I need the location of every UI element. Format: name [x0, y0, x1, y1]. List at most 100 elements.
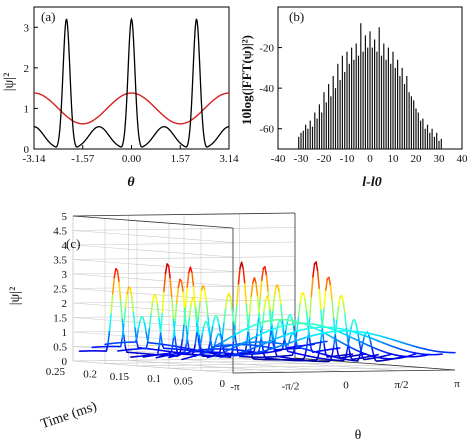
- panel-b-bars: [298, 23, 442, 149]
- panel-b-y-ticks: -20 -40 -60: [259, 43, 282, 136]
- panel-c-profile-segment: [164, 263, 168, 275]
- panel-c-profile-segment: [244, 344, 248, 356]
- panel-c-profile-segment: [199, 333, 204, 345]
- panel-c-profile-segment: [268, 299, 272, 312]
- panel-c-ztick-label: 1: [62, 327, 68, 339]
- panel-c-profile-segment: [336, 305, 340, 320]
- panel-c-theta-tick-label: -π/2: [282, 380, 300, 392]
- panel-c-grid-line: [168, 364, 392, 369]
- panel-c-profile-segment: [245, 303, 249, 326]
- panel-c-profile-segment: [232, 324, 237, 342]
- panel-c-ztick-label: 3.5: [53, 255, 67, 267]
- panel-c-profile-segment: [269, 310, 273, 326]
- panel-c-grid-line: [72, 227, 296, 231]
- panel-c-profile-segment: [368, 334, 372, 343]
- panel-c-profile-segment: [174, 302, 178, 322]
- panel-c-profile-segment: [315, 261, 319, 273]
- panel-c-profile-segment: [304, 298, 308, 313]
- panel-c-profile-segment: [156, 345, 160, 356]
- panel-c-profile-segment: [261, 267, 265, 282]
- panel-c-box-edge: [232, 369, 456, 374]
- panel-c-profile-segment: [202, 284, 206, 291]
- panel-c-profile-segment: [175, 286, 180, 304]
- panel-c-time-tick-label: 0.2: [83, 368, 97, 380]
- panel-c-grid-line: [72, 256, 296, 260]
- panel-c-box-edge: [72, 215, 234, 229]
- panel-c-profile-segment: [256, 316, 260, 335]
- panel-c-profile-segment: [263, 299, 267, 312]
- panel-c-profile-segment: [156, 304, 160, 319]
- panel-b-xtick-label: 10: [388, 153, 400, 165]
- panel-c-profile-segment: [184, 286, 188, 307]
- panel-c-waterfall-curves: [78, 261, 456, 363]
- panel-c-grid-line: [72, 273, 234, 287]
- panel-c: (c) 0 0.5 1 1.5 2 2.5 3 3.5 4 4.5 5 0 0.05 0.1 0.15 0.…: [8, 211, 460, 443]
- panel-c-profile-segment: [219, 334, 223, 340]
- panel-c-profile-segment: [250, 351, 254, 359]
- panel-c-profile-segment: [182, 291, 186, 310]
- panel-c-grid-line: [72, 270, 296, 275]
- panel-c-profile-segment: [258, 338, 262, 351]
- panel-c-profile-segment: [105, 343, 109, 352]
- panel-a-xtick-label: 1.57: [171, 153, 191, 165]
- panel-c-profile-segment: [121, 322, 125, 339]
- panel-c-profile-segment: [344, 313, 348, 330]
- panel-c-profile-segment: [234, 303, 238, 326]
- panel-c-time-tick-label: 0.05: [174, 376, 194, 388]
- panel-c-profile-segment: [199, 289, 203, 303]
- panel-c-profile-segment: [124, 293, 128, 309]
- panel-c-profile-segment: [212, 317, 216, 327]
- panel-c-profile-segment: [135, 328, 140, 340]
- panel-a-red-curve: [33, 92, 230, 125]
- panel-c-grid-line: [128, 360, 289, 373]
- panel-c-ztick-label: 5: [62, 211, 68, 223]
- panel-c-profile-segment: [161, 290, 165, 314]
- panel-c-profile-segment: [137, 320, 141, 331]
- panel-c-time-tick-label: 0.1: [147, 373, 161, 385]
- panel-c-profile-segment: [331, 345, 335, 356]
- panel-c-profile-segment: [151, 293, 156, 303]
- panel-c-profile-segment: [231, 307, 235, 323]
- panel-c-profile-segment: [177, 278, 181, 289]
- panel-c-profile-segment: [196, 320, 200, 337]
- panel-c-profile: [142, 276, 367, 362]
- panel-c-profile-segment: [260, 324, 264, 340]
- panel-c-profile: [219, 326, 443, 358]
- panel-c-xlabel: θ: [355, 428, 362, 443]
- panel-c-profile-segment: [218, 324, 222, 336]
- panel-c-z-ticks: 0 0.5 1 1.5 2 2.5 3 3.5 4 4.5 5: [53, 211, 67, 368]
- panel-c-profile-segment: [203, 320, 207, 327]
- panel-c-profile-segment: [237, 267, 241, 285]
- panel-c-profile-segment: [118, 281, 122, 301]
- panel-c-grid-line: [72, 244, 234, 258]
- panel-c-profile-segment: [253, 277, 257, 284]
- panel-b-xtick-label: -10: [340, 153, 355, 165]
- panel-b-xtick-label: 30: [434, 153, 446, 165]
- panel-c-profile-segment: [155, 295, 159, 306]
- panel-c-profile-segment: [256, 295, 260, 315]
- panel-b-xtick-label: -40: [271, 153, 286, 165]
- panel-a-ytick-label: 1: [24, 103, 30, 115]
- panel-b-ytick-label: -40: [259, 83, 274, 95]
- panel-c-theta-ticks: -π -π/2 0 π/2 π: [230, 378, 460, 393]
- panel-b: (b) -20 -40 -60 -40 -30 -20 -10 0 10 20 30 40 l-l0…: [239, 6, 468, 190]
- panel-c-profile-segment: [183, 343, 188, 353]
- panel-c-grid-line: [72, 317, 234, 330]
- panel-c-profile-segment: [317, 350, 321, 359]
- panel-c-profile-segment: [116, 269, 120, 284]
- panel-c-profile-segment: [240, 261, 244, 269]
- panel-c-label: (c): [66, 236, 80, 251]
- panel-c-profile-segment: [297, 302, 301, 318]
- panel-c-profile-segment: [181, 323, 185, 340]
- panel-c-profile-segment: [145, 340, 149, 350]
- panel-c-grid-line: [200, 367, 424, 371]
- panel-c-profile-segment: [328, 276, 332, 287]
- panel-c-profile-segment: [216, 317, 220, 327]
- panel-c-grid-line: [239, 358, 400, 372]
- panel-c-profile-segment: [186, 271, 190, 288]
- panel-c-box-edge: [72, 212, 296, 217]
- panel-c-profile-segment: [312, 263, 316, 278]
- panel-a-xtick-label: -3.14: [23, 153, 46, 165]
- panel-c-profile-segment: [355, 323, 359, 333]
- panel-c-profile-segment: [333, 332, 337, 347]
